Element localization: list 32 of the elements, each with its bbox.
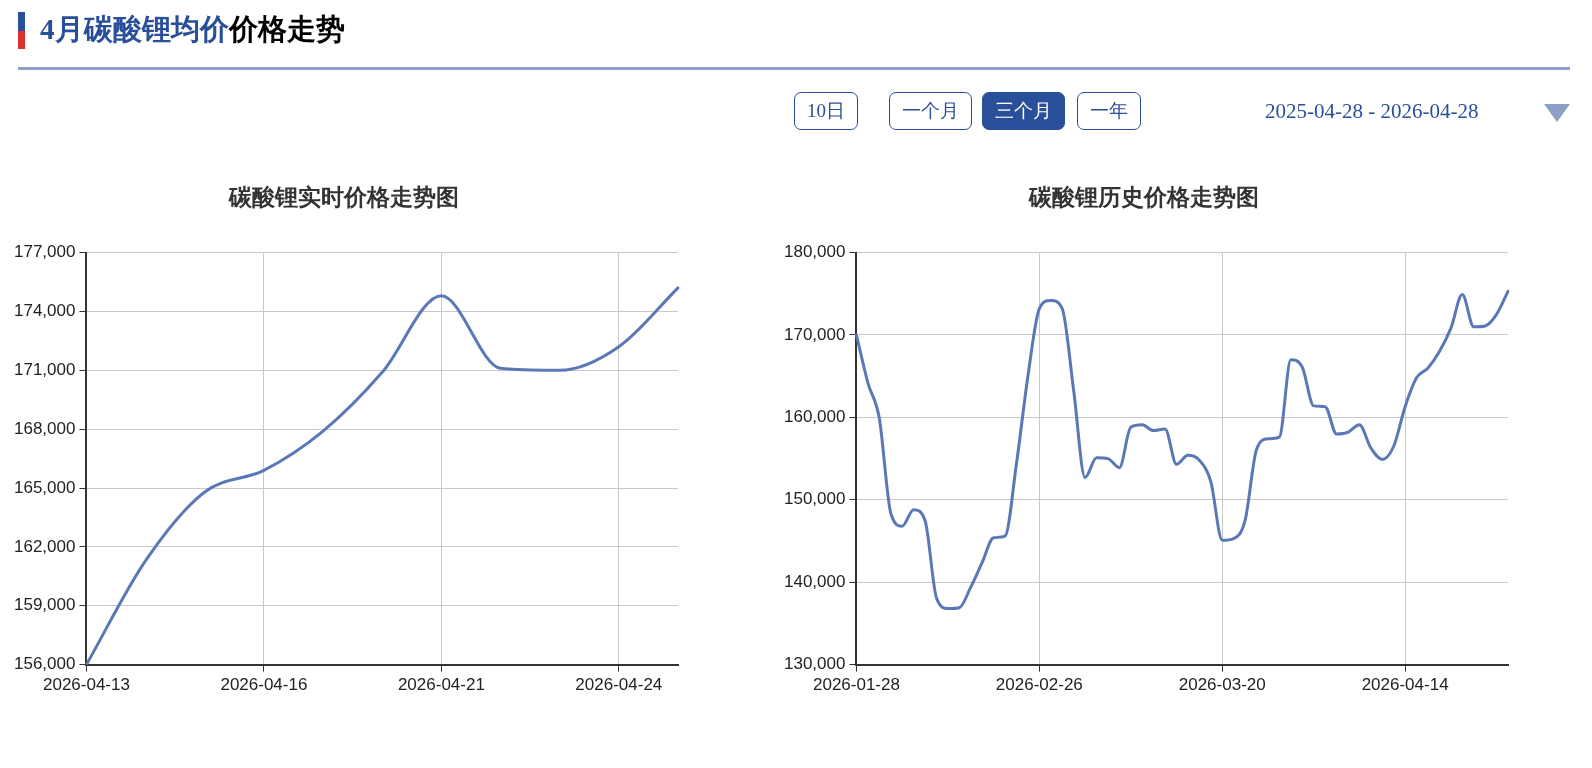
x-tick-label: 2026-02-26 xyxy=(995,675,1083,695)
x-tick-label: 2026-04-14 xyxy=(1361,675,1449,695)
text: 价格走势 xyxy=(228,13,345,45)
y-tick-label: 171,000 xyxy=(14,360,76,379)
x-tick-label: 2026-04-16 xyxy=(220,675,308,695)
y-tick-label: 140,000 xyxy=(784,571,846,591)
x-tick-label: 2026-01-28 xyxy=(812,675,900,695)
y-tick-label: 177,000 xyxy=(14,242,76,262)
y-tick-label: 159,000 xyxy=(14,595,76,615)
x-tick-label: 2026-04-21 xyxy=(397,675,485,695)
y-tick-label: 160,000 xyxy=(784,407,846,427)
period-button: 一年 xyxy=(1077,92,1141,130)
period-button: 一个月 xyxy=(889,92,972,130)
x-tick-label: 2026-03-20 xyxy=(1178,675,1266,695)
chart-title: 碳酸锂历史价格走势图 xyxy=(1028,184,1259,210)
y-tick-label: 156,000 xyxy=(14,654,76,674)
y-tick-label: 130,000 xyxy=(784,654,846,674)
y-tick-label: 165,000 xyxy=(14,477,76,497)
y-tick-label: 162,000 xyxy=(14,536,76,556)
y-tick-label: 150,000 xyxy=(784,489,846,509)
x-tick-label: 2026-04-24 xyxy=(575,675,663,695)
y-tick-label: 174,000 xyxy=(14,301,76,321)
period-button: 三个月 xyxy=(982,92,1065,130)
text: 4月碳酸锂均价 xyxy=(40,13,229,45)
y-tick-label: 180,000 xyxy=(784,242,846,262)
chart-title: 碳酸锂实时价格走势图 xyxy=(228,183,459,210)
period-button: 10日 xyxy=(794,92,858,130)
line-series xyxy=(854,289,1510,611)
text: 2025-04-28 - 2026-04-28 xyxy=(1265,99,1479,124)
x-tick-label: 2026-04-13 xyxy=(42,675,130,695)
y-tick-label: 168,000 xyxy=(14,418,76,438)
y-tick-label: 170,000 xyxy=(784,324,846,344)
